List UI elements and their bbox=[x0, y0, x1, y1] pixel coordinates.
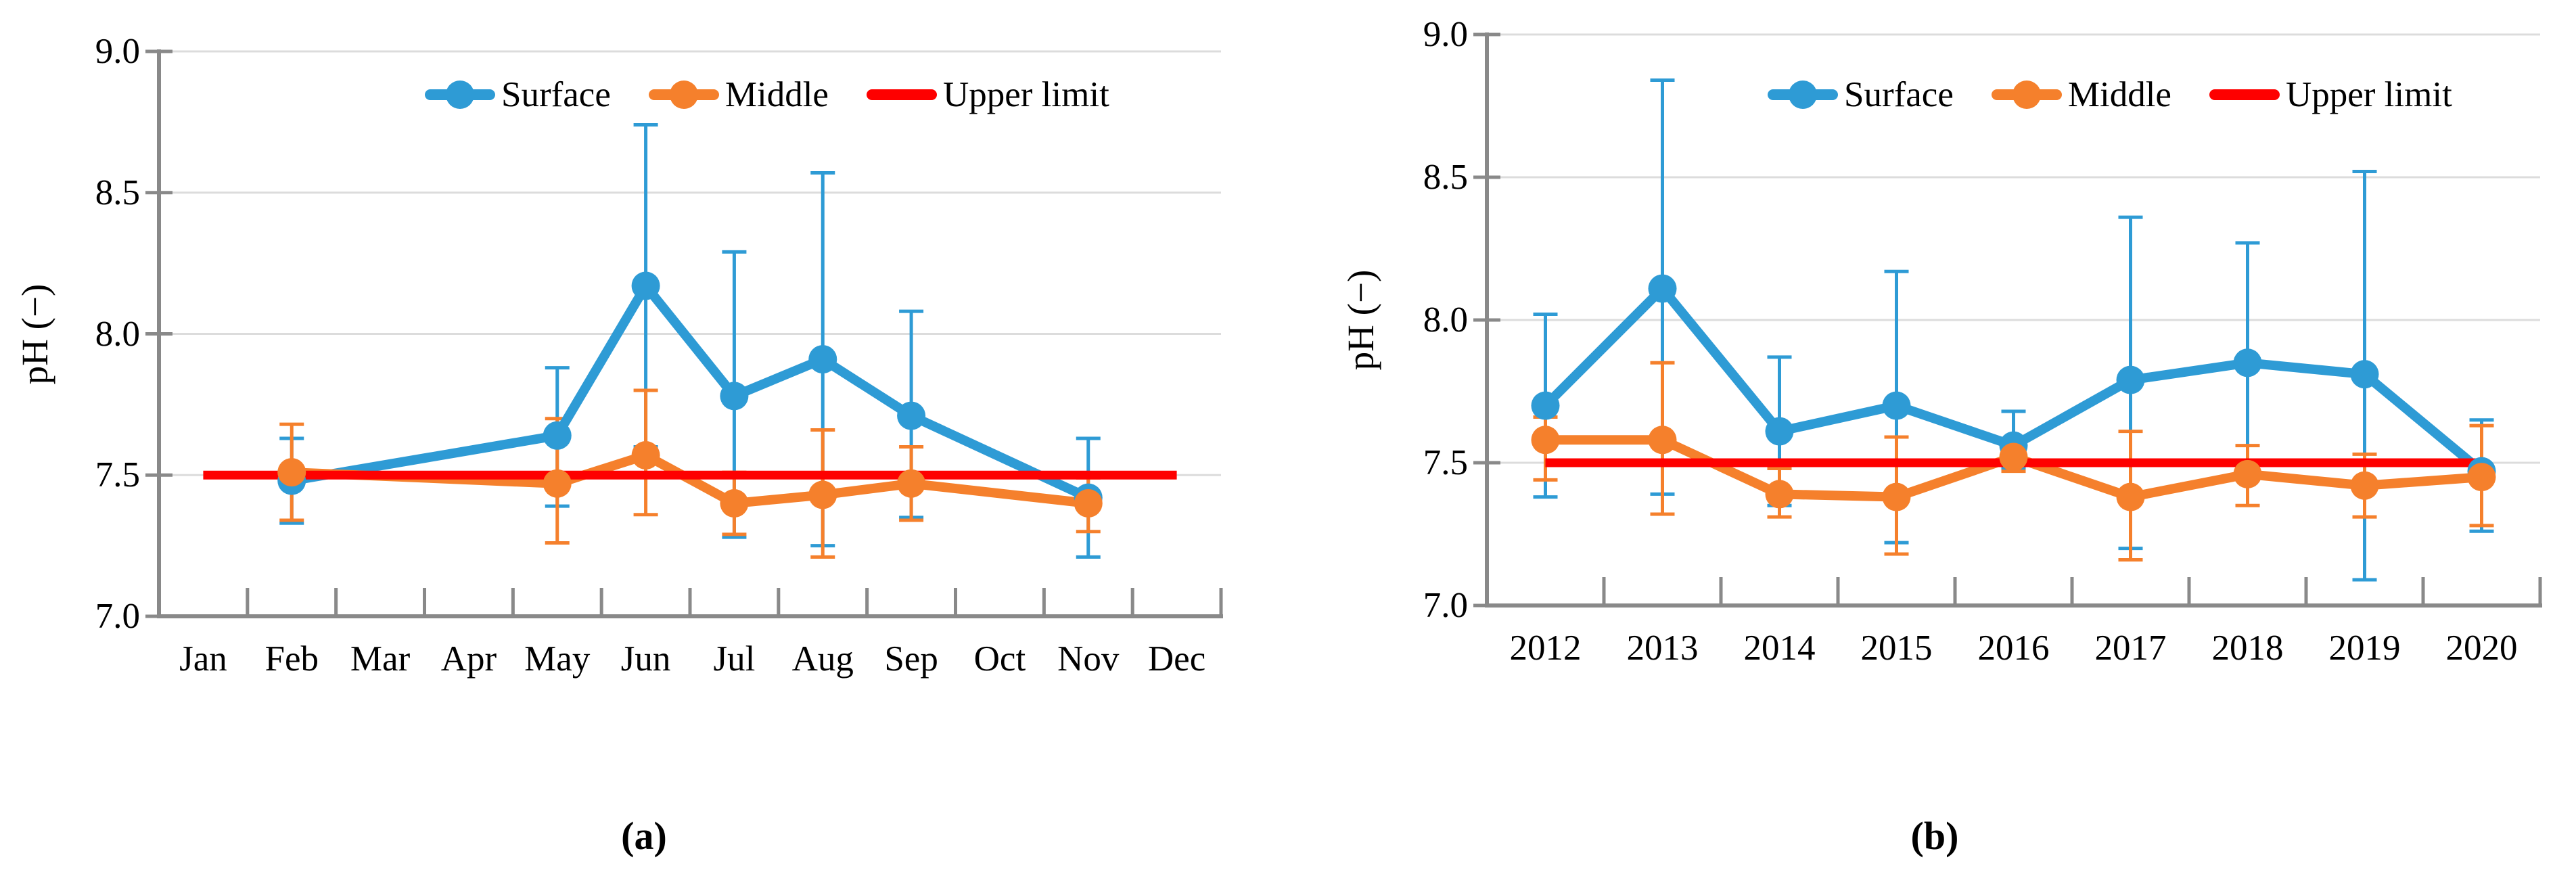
middle-series-marker-icon bbox=[1991, 81, 2062, 109]
legend: Surface Middle Upper limit bbox=[425, 66, 1109, 123]
x-tick-label: Feb bbox=[264, 639, 319, 679]
surface-series-marker-icon bbox=[1768, 81, 1838, 109]
marker-surface bbox=[720, 382, 749, 411]
x-tick-label: 2017 bbox=[2094, 628, 2167, 668]
y-axis-title: pH (−) bbox=[1340, 269, 1381, 371]
y-axis-title: pH (−) bbox=[14, 283, 55, 385]
y-tick-label: 7.0 bbox=[1423, 586, 1468, 625]
caption-a: (a) bbox=[621, 814, 667, 858]
x-tick-label: May bbox=[524, 639, 591, 679]
x-tick-label: Sep bbox=[884, 639, 938, 679]
legend-item-surface: Surface bbox=[425, 74, 649, 115]
x-tick-label: 2020 bbox=[2445, 628, 2518, 668]
y-tick-label: 8.5 bbox=[1423, 158, 1468, 197]
legend-circle-icon bbox=[2012, 81, 2041, 109]
marker-middle bbox=[1882, 482, 1911, 511]
y-tick-label: 7.0 bbox=[95, 597, 140, 636]
x-tick-label: 2014 bbox=[1743, 628, 1816, 668]
y-tick-label: 7.5 bbox=[95, 455, 140, 495]
surface-series-marker-icon bbox=[425, 81, 495, 109]
legend-item-middle: Middle bbox=[648, 74, 867, 115]
x-tick-label: 2019 bbox=[2328, 628, 2401, 668]
marker-surface bbox=[1531, 391, 1560, 420]
x-tick-label: 2013 bbox=[1626, 628, 1699, 668]
upper-limit-line-icon bbox=[2209, 89, 2280, 100]
x-tick-label: 2016 bbox=[1977, 628, 2050, 668]
x-tick-label: Oct bbox=[973, 639, 1026, 679]
x-tick-label: Mar bbox=[350, 639, 411, 679]
marker-surface bbox=[543, 421, 572, 450]
legend-item-surface: Surface bbox=[1768, 74, 1992, 115]
marker-middle bbox=[2467, 463, 2496, 492]
marker-middle bbox=[631, 441, 660, 470]
legend-label: Surface bbox=[1844, 75, 1954, 114]
x-tick-label: Nov bbox=[1057, 639, 1120, 679]
y-tick-label: 9.0 bbox=[95, 32, 140, 71]
upper-limit-line-icon bbox=[866, 89, 937, 100]
marker-middle bbox=[720, 489, 749, 518]
marker-middle bbox=[2233, 459, 2262, 488]
x-tick-label: Jun bbox=[620, 639, 671, 679]
legend-item-upper-limit: Upper limit bbox=[866, 74, 1109, 115]
legend-label: Upper limit bbox=[2285, 75, 2452, 114]
legend-label: Surface bbox=[501, 75, 611, 114]
x-tick-label: 2018 bbox=[2211, 628, 2284, 668]
marker-middle bbox=[1999, 442, 2028, 472]
y-tick-label: 8.5 bbox=[95, 173, 140, 212]
y-tick-label: 7.5 bbox=[1423, 443, 1468, 482]
x-tick-label: Aug bbox=[791, 639, 854, 679]
marker-surface bbox=[2233, 348, 2262, 377]
legend-label: Upper limit bbox=[942, 75, 1109, 114]
marker-middle bbox=[808, 480, 837, 509]
marker-surface bbox=[2350, 360, 2379, 389]
marker-surface bbox=[1882, 391, 1911, 420]
legend: Surface Middle Upper limit bbox=[1768, 66, 2452, 123]
marker-surface bbox=[2116, 365, 2145, 394]
marker-middle bbox=[1648, 426, 1677, 455]
marker-middle bbox=[1531, 426, 1560, 455]
x-tick-label: Jan bbox=[179, 639, 227, 679]
legend-label: Middle bbox=[724, 75, 829, 114]
series-line-surface bbox=[287, 281, 1093, 503]
caption-b: (b) bbox=[1910, 814, 1959, 858]
marker-surface bbox=[897, 401, 926, 430]
legend-circle-icon bbox=[1789, 81, 1817, 109]
marker-middle bbox=[1074, 489, 1103, 518]
marker-surface bbox=[631, 271, 660, 300]
x-tick-label: 2015 bbox=[1860, 628, 1933, 668]
y-tick-label: 8.0 bbox=[95, 314, 140, 354]
y-tick-label: 8.0 bbox=[1423, 300, 1468, 340]
legend-label: Middle bbox=[2067, 75, 2171, 114]
marker-middle bbox=[543, 469, 572, 498]
marker-surface bbox=[1648, 274, 1677, 303]
x-tick-label: Apr bbox=[440, 639, 497, 679]
marker-middle bbox=[1765, 480, 1794, 509]
marker-surface bbox=[1765, 417, 1794, 446]
marker-middle bbox=[2116, 482, 2145, 511]
marker-middle bbox=[277, 458, 306, 487]
marker-middle bbox=[2350, 471, 2379, 500]
marker-surface bbox=[808, 345, 837, 374]
x-tick-label: Jul bbox=[713, 639, 756, 679]
legend-circle-icon bbox=[669, 81, 698, 109]
legend-circle-icon bbox=[446, 81, 474, 109]
legend-item-middle: Middle bbox=[1991, 74, 2209, 115]
x-tick-label: Dec bbox=[1147, 639, 1206, 679]
y-tick-label: 9.0 bbox=[1423, 15, 1468, 54]
marker-middle bbox=[897, 469, 926, 498]
x-tick-label: 2012 bbox=[1509, 628, 1582, 668]
legend-item-upper-limit: Upper limit bbox=[2209, 74, 2452, 115]
middle-series-marker-icon bbox=[648, 81, 719, 109]
